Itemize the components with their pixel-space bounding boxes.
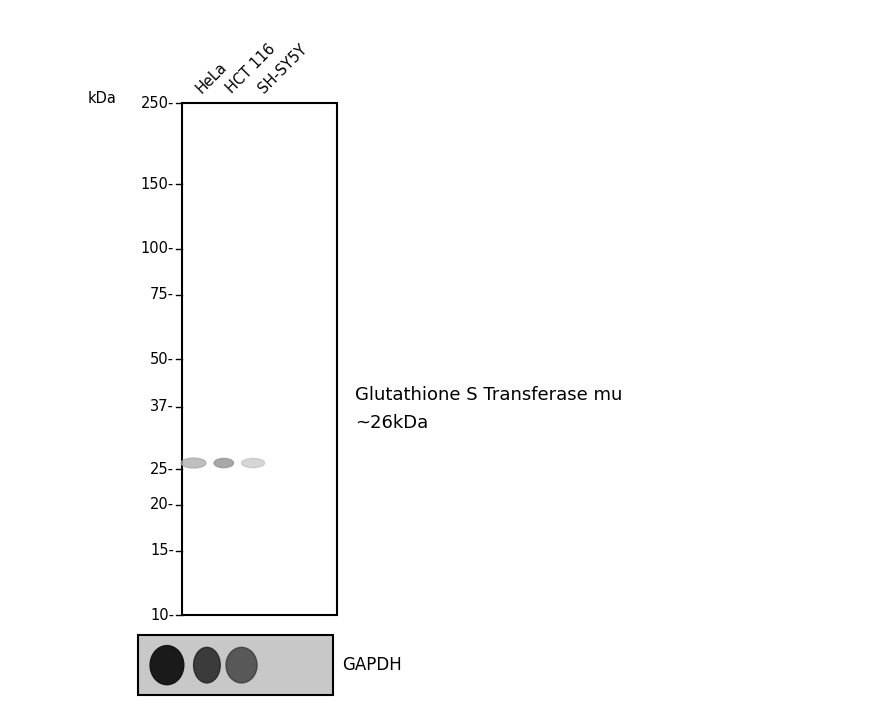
Text: 15-: 15- [150,543,174,558]
Text: 50-: 50- [150,351,174,367]
Text: 100-: 100- [140,241,174,257]
Text: 150-: 150- [141,177,174,192]
Text: kDa: kDa [88,90,116,106]
Text: 10-: 10- [150,607,174,623]
Text: Glutathione S Transferase mu: Glutathione S Transferase mu [355,385,622,404]
Text: HCT 116: HCT 116 [224,41,279,96]
FancyBboxPatch shape [182,103,337,615]
Ellipse shape [214,459,234,468]
Text: SH-SY5Y: SH-SY5Y [256,41,310,96]
Ellipse shape [181,458,206,468]
Ellipse shape [226,647,258,683]
Text: GAPDH: GAPDH [342,656,401,675]
Ellipse shape [242,459,265,468]
FancyBboxPatch shape [138,635,333,695]
Text: HeLa: HeLa [194,59,230,96]
Text: ~26kDa: ~26kDa [355,414,428,432]
Text: 75-: 75- [150,287,174,302]
Text: 37-: 37- [150,400,174,415]
Text: 25-: 25- [150,461,174,477]
Text: 20-: 20- [150,497,174,513]
Ellipse shape [150,646,184,685]
Text: 250-: 250- [140,95,174,111]
Ellipse shape [194,647,220,683]
